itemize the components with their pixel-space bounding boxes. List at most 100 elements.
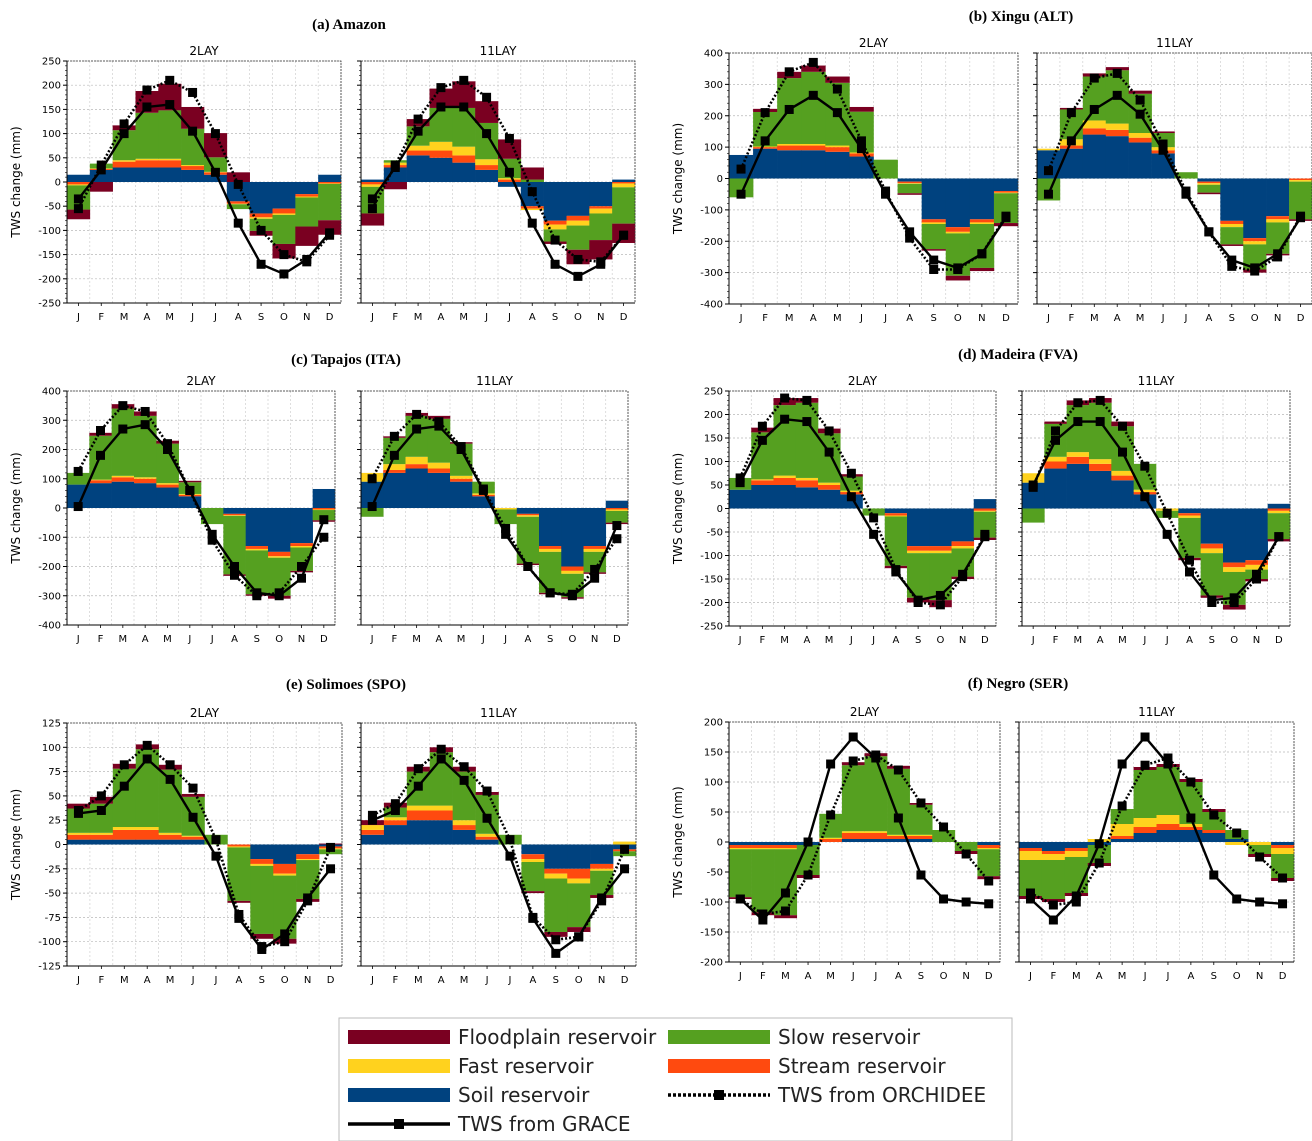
y-tick-label: -150 bbox=[700, 575, 723, 586]
x-tick-label: D bbox=[326, 312, 334, 323]
orchidee-point bbox=[207, 535, 217, 545]
grace-point bbox=[96, 450, 105, 460]
x-tick-label: M bbox=[165, 312, 174, 323]
bar-floodplain bbox=[178, 480, 202, 483]
legend-label-soil: Soil reservoir bbox=[458, 1083, 590, 1107]
bar-floodplain bbox=[1220, 244, 1244, 246]
legend-label-floodplain: Floodplain reservoir bbox=[458, 1025, 657, 1049]
grace-point bbox=[856, 144, 866, 154]
x-tick-label: J bbox=[370, 312, 374, 323]
orchidee-point bbox=[119, 119, 129, 129]
bar-slow bbox=[112, 130, 136, 161]
y-tick-label: 0 bbox=[717, 504, 723, 515]
y-tick-label: -100 bbox=[700, 551, 723, 562]
bar-soil bbox=[729, 842, 752, 845]
grace-point bbox=[1181, 189, 1191, 199]
x-tick-label: F bbox=[391, 634, 397, 645]
x-tick-label: N bbox=[1274, 313, 1281, 324]
orchidee-line bbox=[1031, 399, 1280, 604]
grace-point bbox=[302, 254, 312, 264]
x-tick-label: S bbox=[552, 312, 558, 323]
bar-fast bbox=[135, 827, 159, 830]
x-tick-label: J bbox=[484, 312, 488, 323]
x-tick-label: J bbox=[1046, 313, 1050, 324]
bar-soil bbox=[406, 155, 430, 182]
grace-point bbox=[501, 529, 511, 539]
bar-stream bbox=[773, 477, 797, 485]
bar-soil bbox=[751, 842, 775, 845]
grace-point bbox=[434, 421, 444, 431]
bar-stream bbox=[543, 220, 567, 225]
orchidee-point bbox=[459, 762, 469, 772]
grace-point bbox=[871, 753, 881, 763]
bar-stream bbox=[272, 208, 296, 214]
grace-point bbox=[234, 913, 244, 923]
bar-stream bbox=[977, 845, 1001, 848]
orchidee-point bbox=[279, 250, 289, 260]
bar-soil bbox=[795, 487, 819, 509]
grace-point bbox=[482, 129, 492, 139]
grace-point bbox=[505, 851, 515, 861]
grace-point bbox=[1073, 417, 1083, 427]
grace-point bbox=[846, 492, 856, 502]
bar-floodplain bbox=[1223, 604, 1246, 610]
x-tick-label: J bbox=[481, 634, 485, 645]
bar-soil bbox=[135, 167, 159, 182]
x-tick-label: J bbox=[213, 975, 217, 986]
orchidee-point bbox=[905, 233, 915, 243]
y-tick-label: 150 bbox=[704, 748, 723, 759]
bar-fast bbox=[1266, 219, 1290, 223]
grace-point bbox=[545, 588, 555, 598]
x-tick-label: N bbox=[298, 634, 305, 645]
bar-stream bbox=[295, 194, 319, 197]
bar-soil bbox=[135, 839, 159, 845]
orchidee-point bbox=[736, 164, 746, 174]
bar-stream bbox=[89, 834, 114, 840]
bar-slow bbox=[227, 847, 251, 901]
bar-soil bbox=[1111, 480, 1134, 509]
bar-fast bbox=[429, 141, 453, 151]
grace-point bbox=[824, 447, 834, 457]
grace-point bbox=[1140, 492, 1150, 502]
orchidee-point bbox=[1135, 95, 1145, 105]
y-axis-label: TWS change (mm) bbox=[671, 453, 685, 565]
grace-point bbox=[163, 445, 172, 454]
orchidee-point bbox=[1186, 777, 1196, 787]
legend-swatch-fast bbox=[348, 1059, 450, 1073]
bar-soil bbox=[884, 508, 908, 514]
bar-soil bbox=[1197, 178, 1221, 182]
grace-point bbox=[1051, 435, 1060, 445]
x-tick-label: N bbox=[304, 975, 311, 986]
bar-stream bbox=[1220, 220, 1244, 224]
bar-slow bbox=[589, 213, 613, 241]
subplot-11lay: 11LAY J F M A M J J A S O N D bbox=[357, 44, 636, 323]
orchidee-point bbox=[73, 466, 83, 476]
x-tick-label: F bbox=[762, 313, 768, 324]
x-tick-label: A bbox=[524, 634, 531, 645]
legend-marker-orchidee bbox=[714, 1090, 724, 1100]
bar-slow bbox=[1202, 812, 1226, 830]
grace-point bbox=[367, 194, 377, 204]
x-tick-label: A bbox=[235, 312, 242, 323]
bar-soil bbox=[223, 508, 246, 514]
bar-stream bbox=[612, 182, 636, 184]
y-tick-label: 400 bbox=[42, 387, 61, 398]
x-tick-label: J bbox=[507, 312, 511, 323]
bar-slow bbox=[1133, 770, 1157, 818]
bar-soil bbox=[361, 834, 385, 845]
bar-stream bbox=[1128, 137, 1152, 143]
legend-swatch-slow bbox=[668, 1030, 770, 1044]
grace-point bbox=[142, 754, 152, 764]
orchidee-point bbox=[73, 204, 83, 214]
grace-point bbox=[1274, 532, 1284, 542]
x-tick-label: O bbox=[568, 634, 576, 645]
bar-fast bbox=[543, 224, 567, 230]
grace-point bbox=[527, 218, 537, 228]
bar-stream bbox=[112, 161, 136, 168]
grace-point bbox=[1278, 899, 1288, 909]
bar-stream bbox=[825, 147, 850, 152]
bar-fast bbox=[907, 550, 930, 554]
grace-point bbox=[893, 813, 903, 823]
x-tick-label: O bbox=[940, 971, 948, 982]
bar-fast bbox=[498, 178, 522, 180]
